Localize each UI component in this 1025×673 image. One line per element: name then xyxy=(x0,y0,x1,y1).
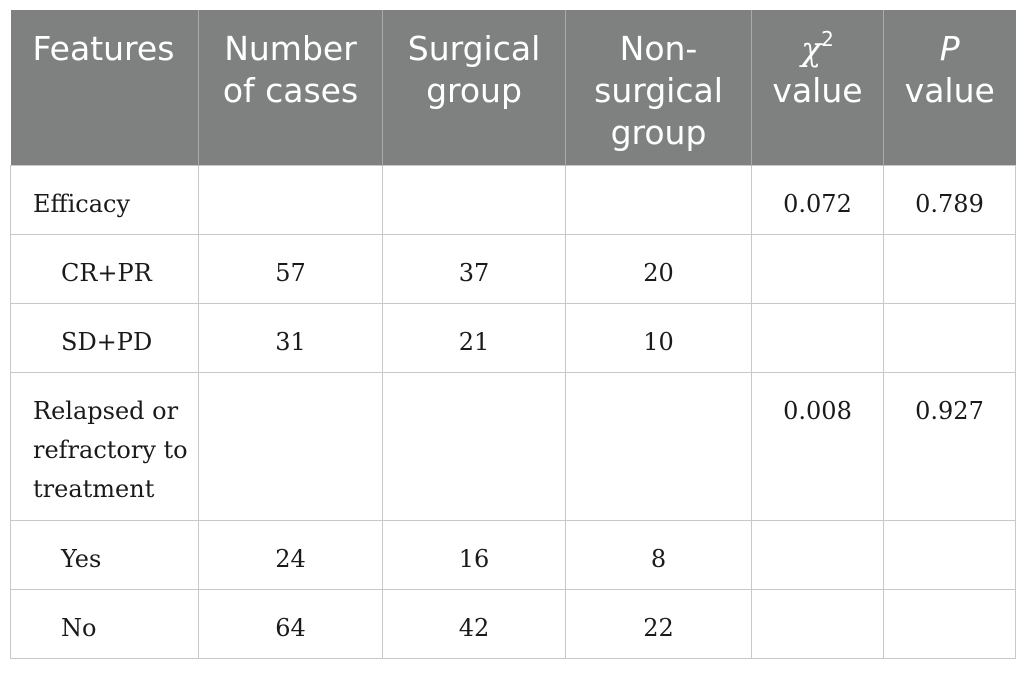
cell-p xyxy=(883,233,1016,304)
cell-non-surgical: 22 xyxy=(565,588,752,659)
header-non-surgical-group: Non-surgical group xyxy=(565,10,752,165)
cell-feature: SD+PD xyxy=(10,302,199,373)
cell-chi2 xyxy=(751,588,884,659)
cell-surgical xyxy=(382,371,566,521)
cell-cases: 64 xyxy=(198,588,383,659)
cell-surgical: 21 xyxy=(382,302,566,373)
cell-chi2 xyxy=(751,233,884,304)
table-row: CR+PR 57 37 20 xyxy=(10,233,1016,304)
cell-surgical xyxy=(382,164,566,235)
cell-surgical: 16 xyxy=(382,519,566,590)
cell-p: 0.789 xyxy=(883,164,1016,235)
cell-feature: Yes xyxy=(10,519,199,590)
table-header: Features Number of cases Surgical group … xyxy=(10,10,1016,165)
chi-symbol: χ xyxy=(801,29,822,68)
cell-feature: CR+PR xyxy=(10,233,199,304)
cell-feature: Efficacy xyxy=(10,164,199,235)
cell-p xyxy=(883,302,1016,373)
p-symbol: P xyxy=(939,29,960,68)
header-chi-square-value: χ2 value xyxy=(751,10,884,165)
cell-p xyxy=(883,519,1016,590)
chi-value-word: value xyxy=(772,71,863,110)
results-table: Features Number of cases Surgical group … xyxy=(10,10,1016,659)
header-number-of-cases: Number of cases xyxy=(198,10,383,165)
cell-non-surgical xyxy=(565,371,752,521)
p-value-word: value xyxy=(904,71,995,110)
header-surgical-group: Surgical group xyxy=(382,10,566,165)
cell-cases: 24 xyxy=(198,519,383,590)
table-row: No 64 42 22 xyxy=(10,588,1016,659)
header-p-value: P value xyxy=(883,10,1016,165)
cell-feature: No xyxy=(10,588,199,659)
cell-surgical: 37 xyxy=(382,233,566,304)
cell-non-surgical: 10 xyxy=(565,302,752,373)
table-body: Efficacy 0.072 0.789 CR+PR 57 37 20 SD+P… xyxy=(10,164,1016,659)
cell-p xyxy=(883,588,1016,659)
table-row: SD+PD 31 21 10 xyxy=(10,302,1016,373)
table-row: Yes 24 16 8 xyxy=(10,519,1016,590)
cell-cases: 57 xyxy=(198,233,383,304)
chi-superscript: 2 xyxy=(821,27,834,51)
cell-chi2 xyxy=(751,519,884,590)
table-row: Efficacy 0.072 0.789 xyxy=(10,164,1016,235)
cell-surgical: 42 xyxy=(382,588,566,659)
cell-feature: Relapsed or refractory to treatment xyxy=(10,371,199,521)
cell-cases: 31 xyxy=(198,302,383,373)
header-features: Features xyxy=(10,10,199,165)
cell-non-surgical: 20 xyxy=(565,233,752,304)
cell-cases xyxy=(198,164,383,235)
cell-p: 0.927 xyxy=(883,371,1016,521)
cell-chi2: 0.008 xyxy=(751,371,884,521)
cell-chi2: 0.072 xyxy=(751,164,884,235)
cell-chi2 xyxy=(751,302,884,373)
header-row: Features Number of cases Surgical group … xyxy=(10,10,1016,165)
cell-non-surgical xyxy=(565,164,752,235)
table-row: Relapsed or refractory to treatment 0.00… xyxy=(10,371,1016,521)
cell-non-surgical: 8 xyxy=(565,519,752,590)
cell-cases xyxy=(198,371,383,521)
